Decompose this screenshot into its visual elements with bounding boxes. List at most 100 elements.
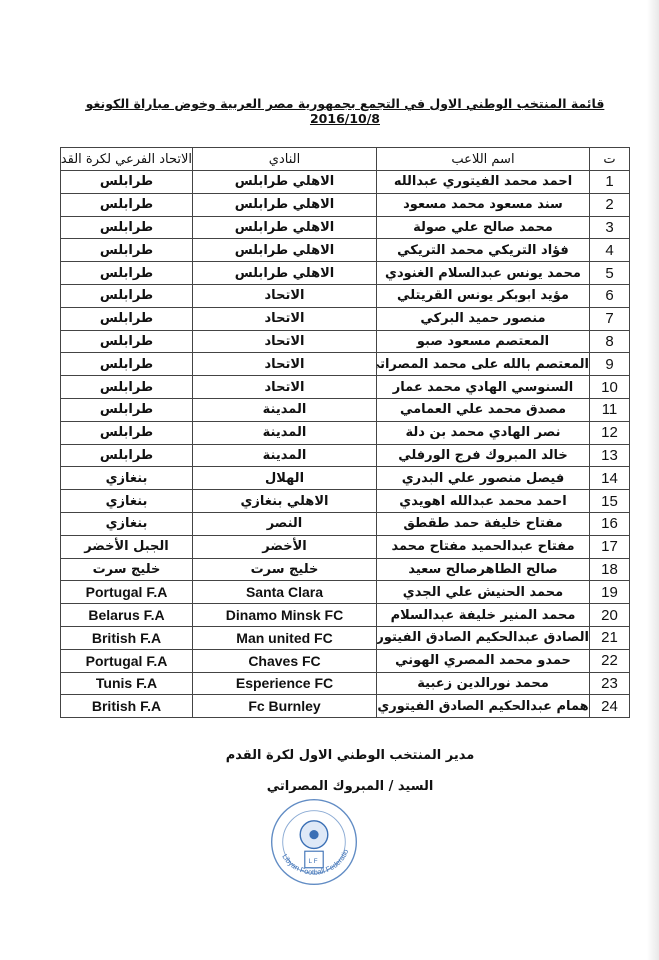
player-name: محمد الحنيش علي الجدي: [376, 580, 590, 605]
federation-name: طرابلس: [60, 283, 193, 308]
club-name: Chaves FC: [192, 648, 377, 673]
header-number: ت: [589, 147, 630, 171]
row-number: 12: [589, 420, 630, 445]
player-name: المعتصم مسعود صبو: [376, 329, 590, 354]
federation-name: الجبل الأخضر: [60, 534, 193, 559]
row-number: 23: [589, 671, 630, 696]
club-name: النصر: [192, 511, 377, 536]
club-name: الاتحاد: [192, 375, 377, 399]
table-row: 12 نصر الهادي محمد بن دلة المدينة طرابلس: [60, 420, 630, 445]
row-number: 8: [589, 329, 630, 354]
row-number: 4: [589, 238, 630, 263]
table-row: 1 احمد محمد الفيتوري عبدالله الاهلي طرابلس…: [60, 170, 630, 194]
table-row: 18 صالح الطاهرصالح سعيد خليج سرت خليج سرت: [60, 557, 630, 582]
federation-name: طرابلس: [60, 170, 193, 194]
club-name: المدينة: [192, 397, 377, 422]
row-number: 16: [589, 511, 630, 536]
table-row: 17 مفتاح عبدالحميد مفتاح محمد الأخضر الجبل …: [60, 534, 630, 559]
federation-name: طرابلس: [60, 238, 193, 263]
federation-name: طرابلس: [60, 397, 193, 422]
player-name: حمدو محمد المصري الهوني: [376, 648, 590, 673]
row-number: 7: [589, 306, 630, 331]
row-number: 3: [589, 215, 630, 240]
row-number: 15: [589, 489, 630, 513]
federation-name: طرابلس: [60, 352, 193, 377]
federation-name: Tunis F.A: [60, 671, 193, 696]
table-row: 24 همام عبدالحكيم الصادق الفيتوري Fc Burnl…: [60, 694, 630, 719]
federation-name: British F.A: [60, 625, 193, 650]
player-name: محمد نورالدين زعبية: [376, 671, 590, 696]
club-name: الاهلي طرابلس: [192, 215, 377, 240]
player-name: خالد المبروك فرج الورفلي: [376, 443, 590, 468]
player-name: همام عبدالحكيم الصادق الفيتوري: [376, 694, 590, 719]
row-number: 20: [589, 603, 630, 627]
table-row: 11 مصدق محمد علي العمامي المدينة طرابلس: [60, 397, 630, 422]
club-name: خليج سرت: [192, 557, 377, 582]
federation-seal-logo: L F Libyan Football Federation: [268, 796, 358, 886]
federation-name: طرابلس: [60, 443, 193, 468]
page-edge-shadow: [647, 0, 659, 960]
club-name: الاهلي طرابلس: [192, 261, 377, 285]
federation-name: طرابلس: [60, 375, 193, 399]
player-name: فيصل منصور علي البدري: [376, 466, 590, 491]
club-name: الاتحاد: [192, 283, 377, 308]
table-row: 15 احمد محمد عبدالله اهويدي الاهلي بنغازي ب…: [60, 489, 630, 513]
row-number: 13: [589, 443, 630, 468]
row-number: 21: [589, 625, 630, 650]
table-row: 4 فؤاد التريكي محمد التريكي الاهلي طرابلس ط…: [60, 238, 630, 263]
player-name: مفتاح عبدالحميد مفتاح محمد: [376, 534, 590, 559]
player-name: محمد المنير خليفة عبدالسلام: [376, 603, 590, 627]
federation-name: طرابلس: [60, 215, 193, 240]
club-name: الاهلي طرابلس: [192, 192, 377, 217]
player-name: فؤاد التريكي محمد التريكي: [376, 238, 590, 263]
player-name: منصور حميد البركي: [376, 306, 590, 331]
row-number: 9: [589, 352, 630, 377]
club-name: المدينة: [192, 443, 377, 468]
federation-name: خليج سرت: [60, 557, 193, 582]
club-name: المدينة: [192, 420, 377, 445]
player-name: محمد يونس عبدالسلام الغنودي: [376, 261, 590, 285]
club-name: الاتحاد: [192, 329, 377, 354]
club-name: الاهلي بنغازي: [192, 489, 377, 513]
club-name: الاهلي طرابلس: [192, 170, 377, 194]
player-name: نصر الهادي محمد بن دلة: [376, 420, 590, 445]
header-player-name: اسم اللاعب: [376, 147, 590, 171]
footer-position: مدير المنتخب الوطني الاول لكرة القدم: [225, 748, 475, 763]
club-name: Fc Burnley: [192, 694, 377, 719]
row-number: 10: [589, 375, 630, 399]
player-name: المعتصم بالله على محمد المصراتي: [376, 352, 590, 377]
header-club: النادي: [192, 147, 377, 171]
federation-name: طرابلس: [60, 192, 193, 217]
club-name: الاهلي طرابلس: [192, 238, 377, 263]
club-name: Santa Clara: [192, 580, 377, 605]
federation-name: طرابلس: [60, 261, 193, 285]
club-name: الاتحاد: [192, 352, 377, 377]
federation-name: Portugal F.A: [60, 648, 193, 673]
player-name: سند مسعود محمد مسعود: [376, 192, 590, 217]
federation-name: طرابلس: [60, 420, 193, 445]
federation-name: Belarus F.A: [60, 603, 193, 627]
club-name: Esperience FC: [192, 671, 377, 696]
table-row: 8 المعتصم مسعود صبو الاتحاد طرابلس: [60, 329, 630, 354]
federation-name: بنغازي: [60, 489, 193, 513]
table-row: 2 سند مسعود محمد مسعود الاهلي طرابلس طرابلس: [60, 192, 630, 217]
federation-name: طرابلس: [60, 306, 193, 331]
svg-text:L F: L F: [308, 858, 317, 865]
club-name: الاتحاد: [192, 306, 377, 331]
club-name: Man united FC: [192, 625, 377, 650]
player-name: محمد صالح علي صولة: [376, 215, 590, 240]
player-name: مفتاح خليفة حمد طقطق: [376, 511, 590, 536]
row-number: 17: [589, 534, 630, 559]
table-row: 19 محمد الحنيش علي الجدي Santa Clara Portug…: [60, 580, 630, 605]
row-number: 18: [589, 557, 630, 582]
row-number: 11: [589, 397, 630, 422]
players-table: ت اسم اللاعب النادي الاتحاد الفرعي لكرة …: [60, 147, 630, 719]
footer-signatory: السيد / المبروك المصراتي: [266, 779, 434, 794]
table-row: 3 محمد صالح علي صولة الاهلي طرابلس طرابلس: [60, 215, 630, 240]
club-name: الأخضر: [192, 534, 377, 559]
table-row: 5 محمد يونس عبدالسلام الغنودي الاهلي طرابل…: [60, 261, 630, 285]
row-number: 1: [589, 170, 630, 194]
table-row: 6 مؤيد ابوبكر يونس القريتلي الاتحاد طرابلس: [60, 283, 630, 308]
player-name: الصادق عبدالحكيم الصادق الفيتوري: [376, 625, 590, 650]
player-name: احمد محمد عبدالله اهويدي: [376, 489, 590, 513]
